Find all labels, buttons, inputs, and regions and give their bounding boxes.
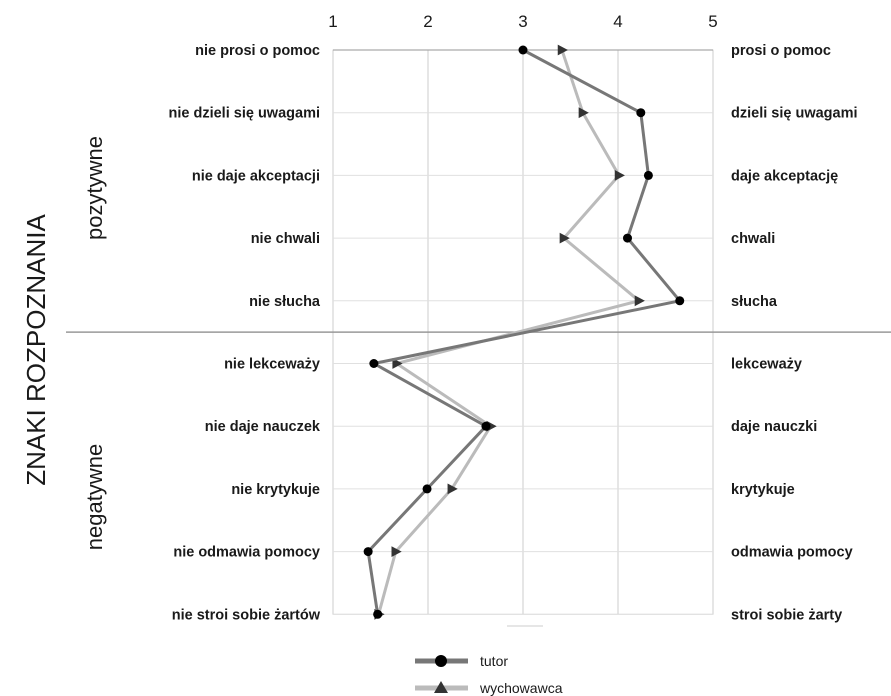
row-label-right: dzieli się uwagami (731, 106, 858, 122)
row-label-left: nie daje akceptacji (192, 168, 320, 184)
point-tutor (623, 233, 632, 243)
row-label-left: nie daje nauczek (205, 419, 321, 435)
series-lines (363, 44, 685, 620)
point-tutor (643, 170, 653, 180)
row-label-right: odmawia pomocy (731, 545, 853, 561)
point-wychowawca (578, 107, 589, 119)
row-label-left: nie słucha (249, 294, 321, 310)
series-line-wychowawca (377, 49, 641, 615)
x-tick-label: 1 (328, 12, 337, 31)
legend: tutor wychowawca (415, 653, 563, 696)
legend-marker-wychowawca (434, 681, 448, 693)
point-tutor (481, 421, 491, 431)
row-label-right: daje nauczki (731, 419, 817, 435)
row-label-left: nie dzieli się uwagami (169, 106, 321, 122)
row-label-left: nie stroi sobie żartów (172, 607, 321, 623)
point-tutor (636, 108, 646, 118)
side-title: ZNAKI ROZPOZNANIA (21, 214, 51, 486)
row-label-right: lekceważy (731, 357, 802, 373)
legend-label-wychowawca: wychowawca (479, 680, 563, 696)
point-tutor (373, 609, 383, 619)
x-axis-ticks: 1 2 3 4 5 (328, 12, 717, 31)
point-wychowawca (392, 358, 403, 369)
row-label-left: nie odmawia pomocy (173, 545, 320, 561)
row-label-left: nie chwali (251, 231, 320, 247)
row-label-left: nie prosi o pomoc (195, 43, 320, 59)
point-tutor (422, 484, 432, 494)
group-label-positive: pozytywne (82, 136, 107, 240)
row-label-right: słucha (731, 294, 778, 310)
point-wychowawca (447, 483, 458, 495)
chart-grid (332, 49, 714, 627)
row-labels: nie prosi o pomoc prosi o pomoc nie dzieli… (169, 43, 858, 623)
point-wychowawca (634, 295, 645, 307)
row-label-right: krytykuje (731, 482, 795, 498)
row-label-left: nie lekceważy (224, 357, 320, 373)
x-tick-label: 2 (423, 12, 432, 31)
point-tutor (369, 359, 379, 368)
x-tick-label: 5 (708, 12, 717, 31)
point-wychowawca (559, 232, 570, 244)
point-wychowawca (391, 546, 402, 557)
row-label-right: chwali (731, 231, 775, 247)
row-label-right: prosi o pomoc (731, 43, 831, 59)
series-line-tutor (366, 48, 682, 615)
x-tick-label: 3 (518, 12, 527, 31)
legend-label-tutor: tutor (480, 653, 508, 669)
group-label-negative: negatywne (82, 444, 107, 550)
row-label-left: nie krytykuje (231, 482, 320, 498)
x-tick-label: 4 (613, 12, 622, 31)
point-wychowawca (557, 44, 568, 56)
legend-marker-tutor (435, 655, 447, 667)
point-tutor (363, 547, 373, 557)
row-label-right: stroi sobie żarty (731, 607, 842, 623)
point-wychowawca (614, 170, 625, 181)
row-label-right: daje akceptację (731, 168, 838, 184)
point-tutor (675, 296, 685, 306)
point-tutor (518, 45, 528, 55)
